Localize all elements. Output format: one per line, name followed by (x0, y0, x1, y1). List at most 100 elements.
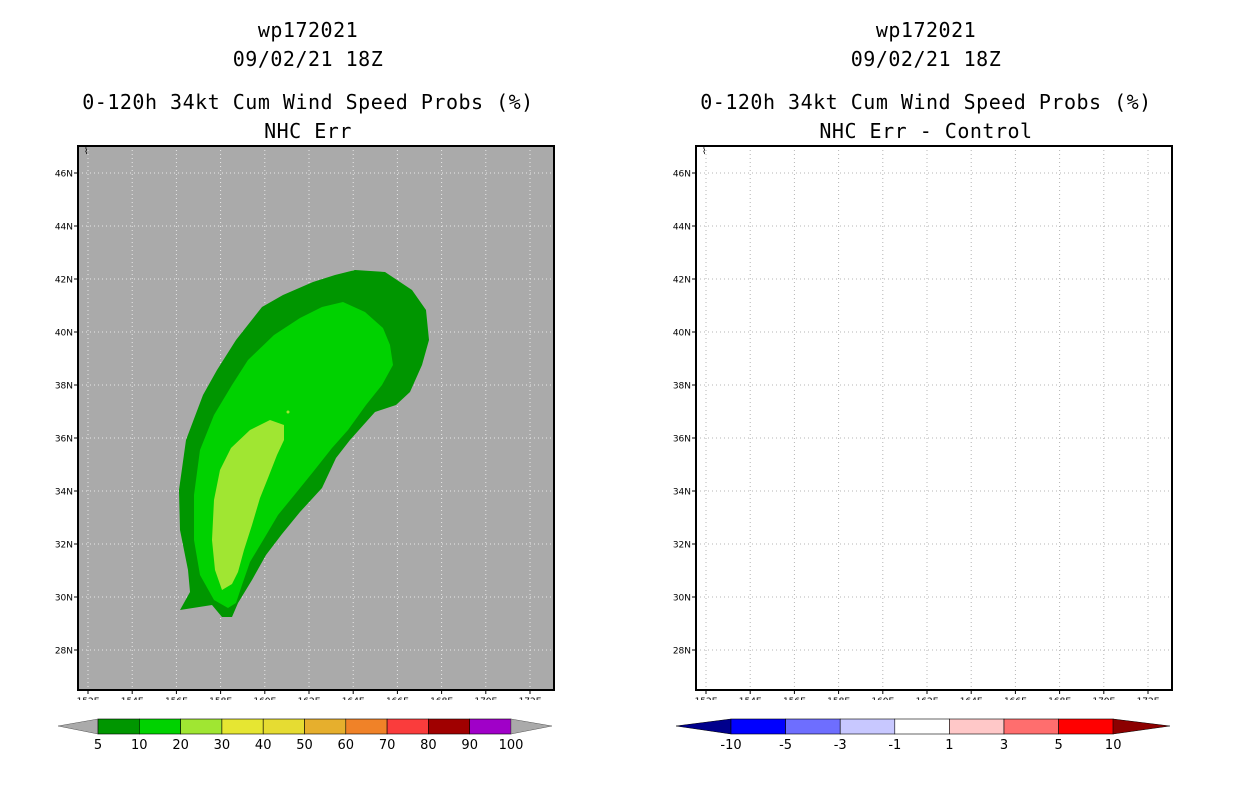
left-colorbar: 5 10 20 30 40 50 60 70 80 90 100 (57, 718, 553, 753)
lat-label: 34N (55, 488, 73, 498)
lat-label: 38N (55, 382, 73, 392)
lat-label: 38N (673, 382, 691, 392)
right-lat-axis: 46N 44N 42N 40N 38N 36N 34N 32N 30N 28N (673, 170, 696, 657)
right-colorbar-labels: -10 -5 -3 -1 1 3 5 10 (720, 738, 1121, 753)
colorbar-label: 50 (296, 738, 313, 753)
lat-label: 44N (673, 223, 691, 233)
colorbar-label: 10 (1105, 738, 1122, 753)
lat-label: 30N (55, 594, 73, 604)
left-map-border (77, 145, 555, 691)
colorbar-label: -1 (888, 738, 901, 753)
contour-20-dot (286, 410, 290, 414)
lat-label: 34N (673, 488, 691, 498)
colorbar-box (180, 718, 223, 735)
lon-label: 154E (121, 697, 144, 700)
lon-label: 168E (1048, 697, 1071, 700)
right-datetime: 09/02/21 18Z (850, 47, 1002, 71)
colorbar-label: -3 (834, 738, 847, 753)
contour-20-percent (212, 420, 284, 590)
lon-label: 160E (253, 697, 276, 700)
colorbar-box (949, 718, 1005, 735)
colorbar-box (304, 718, 347, 735)
lat-label: 28N (55, 647, 73, 657)
right-product-title: 0-120h 34kt Cum Wind Speed Probs (%) (700, 90, 1152, 114)
colorbar-box (839, 718, 896, 735)
right-storm-id: wp172021 (875, 18, 977, 42)
lat-label: 28N (673, 647, 691, 657)
left-subtitle: NHC Err (264, 119, 352, 143)
lat-label: 36N (55, 435, 73, 445)
colorbar-label: 60 (338, 738, 355, 753)
lon-label: 170E (474, 697, 497, 700)
corner-mark-icon: ⌇ (84, 146, 88, 157)
lon-label: 168E (430, 697, 453, 700)
lon-label: 152E (77, 697, 100, 700)
lat-label: 42N (673, 276, 691, 286)
colorbar-label: 10 (131, 738, 148, 753)
colorbar-label: -10 (720, 738, 741, 753)
right-map-background (696, 146, 1172, 690)
lat-label: 36N (673, 435, 691, 445)
lon-label: 166E (1004, 697, 1027, 700)
colorbar-box (894, 718, 950, 735)
lon-label: 158E (827, 697, 850, 700)
lat-label: 44N (55, 223, 73, 233)
right-colorbar: -10 -5 -3 -1 1 3 5 10 (675, 718, 1171, 753)
colorbar-box (262, 718, 305, 735)
lat-label: 46N (673, 170, 691, 180)
lon-label: 164E (960, 697, 983, 700)
colorbar-box (221, 718, 264, 735)
lon-label: 158E (209, 697, 232, 700)
colorbar-box (428, 718, 470, 735)
left-lon-axis: 152E 154E 156E 158E 160E 162E 164E 166E 168E 170E… (77, 690, 542, 700)
left-product-title: 0-120h 34kt Cum Wind Speed Probs (%) (82, 90, 534, 114)
colorbar-box (345, 718, 388, 735)
colorbar-box (469, 718, 512, 735)
lat-label: 40N (673, 329, 691, 339)
left-colorbar-left-arrow (57, 718, 99, 735)
corner-mark-icon: ⌇ (702, 146, 706, 157)
colorbar-label: 90 (461, 738, 478, 753)
lat-label: 30N (673, 594, 691, 604)
right-colorbar-right-arrow (1112, 718, 1171, 735)
colorbar-label: 5 (1054, 738, 1062, 753)
right-map-border (695, 145, 1173, 691)
left-storm-id: wp172021 (257, 18, 359, 42)
left-datetime: 09/02/21 18Z (232, 47, 384, 71)
colorbar-box (1003, 718, 1059, 735)
right-colorbar-left-arrow (675, 718, 732, 735)
left-colorbar-labels: 5 10 20 30 40 50 60 70 80 90 100 (94, 738, 524, 753)
lon-label: 166E (386, 697, 409, 700)
lat-label: 32N (673, 541, 691, 551)
lat-label: 40N (55, 329, 73, 339)
colorbar-label: 1 (945, 738, 953, 753)
colorbar-label: 5 (94, 738, 102, 753)
left-colorbar-boxes (97, 718, 512, 735)
colorbar-label: 80 (420, 738, 437, 753)
lon-label: 154E (739, 697, 762, 700)
colorbar-label: -5 (779, 738, 792, 753)
lon-label: 164E (342, 697, 365, 700)
lon-label: 172E (1137, 697, 1160, 700)
colorbar-box (730, 718, 786, 735)
right-difference-map: ⌇ 46N 44N 42N 40N 38N 36N 34N 32N 30N 28N 152E 154… (673, 145, 1173, 700)
colorbar-label: 20 (172, 738, 189, 753)
lon-label: 170E (1092, 697, 1115, 700)
lat-label: 32N (55, 541, 73, 551)
colorbar-box (97, 718, 140, 735)
lon-label: 160E (871, 697, 894, 700)
right-lon-axis: 152E 154E 156E 158E 160E 162E 164E 166E 168E 170E… (695, 690, 1160, 700)
lon-label: 162E (298, 697, 321, 700)
left-colorbar-right-arrow (510, 718, 553, 735)
colorbar-label: 40 (255, 738, 272, 753)
lon-label: 152E (695, 697, 718, 700)
lon-label: 156E (165, 697, 188, 700)
colorbar-box (139, 718, 181, 735)
colorbar-label: 30 (214, 738, 231, 753)
colorbar-box (1058, 718, 1114, 735)
colorbar-label: 3 (1000, 738, 1008, 753)
lon-label: 172E (519, 697, 542, 700)
right-gridlines (696, 146, 1172, 690)
colorbar-label: 70 (379, 738, 396, 753)
lon-label: 156E (783, 697, 806, 700)
